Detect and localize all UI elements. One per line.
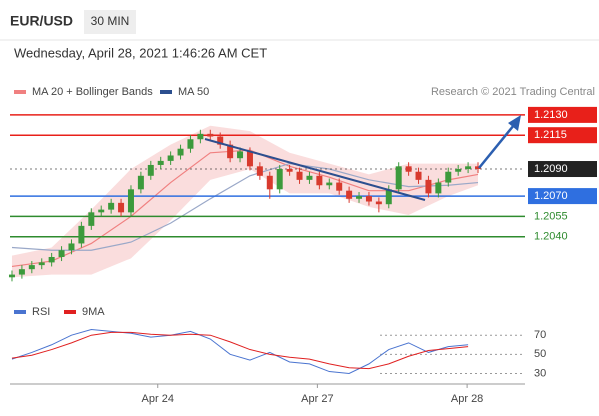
candle-body xyxy=(415,171,422,180)
candle-body xyxy=(167,155,174,161)
rsi-panel: RSI 9MA 30 50 70 Apr 24 Apr 27 Apr 28 xyxy=(11,306,546,405)
legend-label: MA 50 xyxy=(178,86,209,98)
candle-body xyxy=(395,166,402,190)
candle-body xyxy=(38,262,45,266)
timeframe: 30 MIN xyxy=(91,14,130,28)
candle-body xyxy=(108,202,115,210)
level-label: 1.2055 xyxy=(534,210,568,222)
timestamp: Wednesday, April 28, 2021 1:46:26 AM CET xyxy=(14,45,267,60)
candle-body xyxy=(475,166,482,170)
candle-body xyxy=(276,169,283,190)
candle-body xyxy=(58,250,65,257)
candle-body xyxy=(266,175,273,190)
forecast-arrow xyxy=(478,124,515,169)
candle-body xyxy=(445,171,452,183)
candle-body xyxy=(316,175,323,186)
y-tick-label: 30 xyxy=(534,367,546,379)
candle-body xyxy=(137,175,144,190)
level-label: 1.2090 xyxy=(534,163,568,175)
symbol: EUR/USD xyxy=(10,13,73,29)
candle-body xyxy=(227,144,234,159)
timeframe-box xyxy=(84,10,136,34)
candle-body xyxy=(306,175,313,180)
level-label-box xyxy=(528,106,597,123)
candle-body xyxy=(177,148,184,156)
legend-swatch xyxy=(14,90,26,94)
candle-body xyxy=(435,182,442,194)
level-label: 1.2040 xyxy=(534,231,568,243)
level-label: 1.2070 xyxy=(534,190,568,202)
candle-body xyxy=(197,133,204,140)
candle-body xyxy=(187,139,194,149)
candle-body xyxy=(118,202,125,213)
candle-body xyxy=(465,166,472,170)
candle-body xyxy=(346,190,353,199)
candle-body xyxy=(237,151,244,159)
candle-body xyxy=(356,196,363,199)
x-tick-label: Apr 28 xyxy=(451,393,483,405)
legend-label: 9MA xyxy=(82,306,105,318)
level-label-box xyxy=(528,127,597,144)
x-tick-label: Apr 24 xyxy=(142,393,174,405)
credit: Research © 2021 Trading Central xyxy=(431,86,595,98)
bollinger-band xyxy=(11,125,479,278)
candle-body xyxy=(385,189,392,205)
candle-body xyxy=(127,189,134,213)
candle-body xyxy=(28,265,35,270)
level-label-box xyxy=(528,188,597,205)
candle-body xyxy=(68,243,75,251)
y-tick-label: 70 xyxy=(534,329,546,341)
candle-body xyxy=(78,225,85,244)
candle-body xyxy=(256,166,263,176)
candle-body xyxy=(365,196,372,202)
candle-body xyxy=(286,169,293,172)
candle-body xyxy=(147,164,154,176)
arrow-head xyxy=(508,115,521,131)
rsi-line xyxy=(11,331,469,370)
ma-line xyxy=(11,162,479,251)
legend-label: RSI xyxy=(32,306,50,318)
legend-swatch xyxy=(64,310,76,314)
trend-line xyxy=(204,138,426,201)
candle-body xyxy=(157,160,164,165)
level-label: 1.2130 xyxy=(534,109,568,121)
candle-body xyxy=(455,169,462,172)
y-tick-label: 50 xyxy=(534,348,546,360)
candle-body xyxy=(98,209,105,213)
candle-body xyxy=(18,269,25,275)
price-panel: MA 20 + Bollinger Bands MA 50 1.2130 1.2115… xyxy=(8,86,597,282)
level-label: 1.2115 xyxy=(534,129,567,141)
candle-body xyxy=(375,201,382,205)
candle-body xyxy=(48,256,55,263)
candle-body xyxy=(336,182,343,191)
candle-body xyxy=(326,182,333,186)
candle-body xyxy=(88,212,95,226)
candle-body xyxy=(8,274,15,278)
legend-label: MA 20 + Bollinger Bands xyxy=(32,86,153,98)
candle-body xyxy=(425,179,432,194)
rsi-line xyxy=(11,328,469,374)
x-tick-label: Apr 27 xyxy=(301,393,333,405)
candle-body xyxy=(207,133,214,137)
candle-body xyxy=(296,171,303,180)
legend-swatch xyxy=(160,90,172,94)
candle-body xyxy=(217,136,224,145)
level-label-box xyxy=(528,161,597,178)
candle-body xyxy=(405,166,412,172)
candle-body xyxy=(246,151,253,167)
legend-swatch xyxy=(14,310,26,314)
